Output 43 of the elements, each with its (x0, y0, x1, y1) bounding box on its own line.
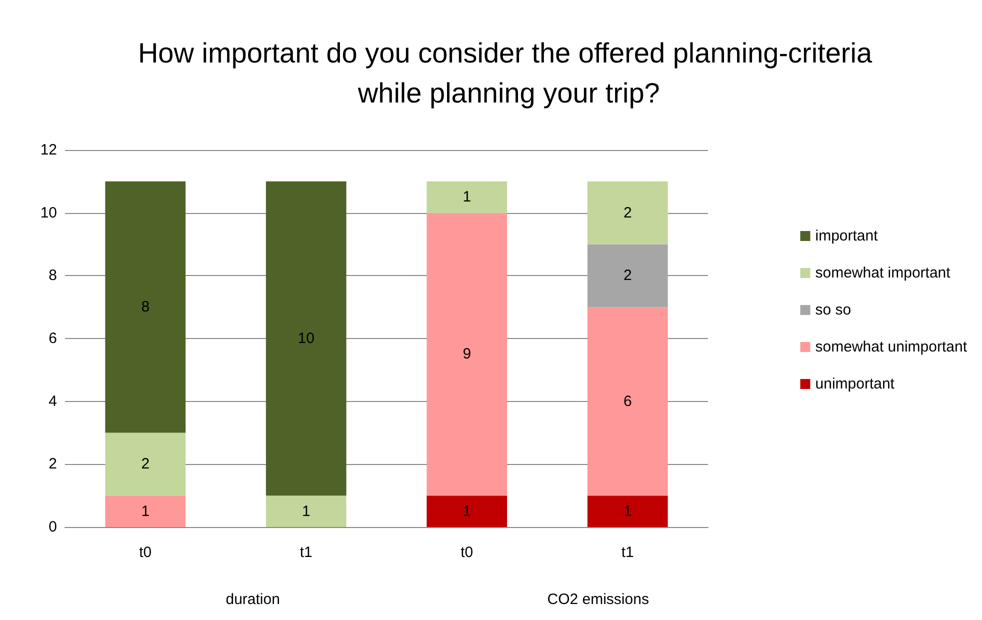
data-label: 2 (623, 204, 632, 222)
legend-label: somewhat important (815, 264, 952, 282)
bar (587, 307, 668, 496)
data-label: 1 (302, 502, 310, 520)
x-tick-label: t0 (460, 544, 474, 561)
data-label: 6 (623, 392, 632, 410)
y-tick-label: 12 (40, 142, 57, 158)
legend-label: important (815, 228, 879, 244)
chart-title: How important do you consider the offered planning-criteria while planning your trip? (138, 38, 872, 108)
bar (105, 181, 186, 433)
y-tick-label: 0 (48, 518, 57, 536)
data-label: 9 (462, 346, 472, 363)
data-label: 10 (298, 330, 314, 347)
data-label: 2 (141, 456, 150, 473)
y-tick-label: 10 (40, 204, 57, 222)
bar (587, 496, 668, 527)
text: CO2 emissions (547, 591, 649, 608)
bar (426, 181, 508, 213)
y-tick-label: 4 (48, 392, 57, 410)
data-label: 1 (462, 502, 472, 520)
data-label: 8 (141, 298, 150, 316)
bar (587, 244, 668, 308)
y-tick-label: 6 (48, 330, 57, 347)
bar (105, 496, 186, 527)
legend-label: unimportant (815, 376, 896, 392)
x-tick-label: t0 (139, 544, 152, 561)
data-label: 1 (141, 502, 150, 520)
legend-label: somewhat unimportant (815, 338, 968, 356)
data-label: 1 (462, 188, 472, 206)
legend-label: so so (815, 302, 852, 318)
bar (587, 181, 668, 244)
bar (105, 432, 186, 496)
x-tick-label: t1 (300, 544, 312, 561)
text: duration (226, 591, 280, 608)
data-label: 1 (623, 502, 632, 520)
bar (426, 212, 508, 496)
x-tick-label: t1 (621, 544, 634, 561)
data-label: 2 (623, 267, 632, 284)
bar (426, 496, 508, 527)
bar (266, 181, 346, 496)
y-tick-label: 8 (48, 267, 57, 284)
bar (266, 496, 346, 527)
y-tick-label: 2 (48, 456, 57, 473)
